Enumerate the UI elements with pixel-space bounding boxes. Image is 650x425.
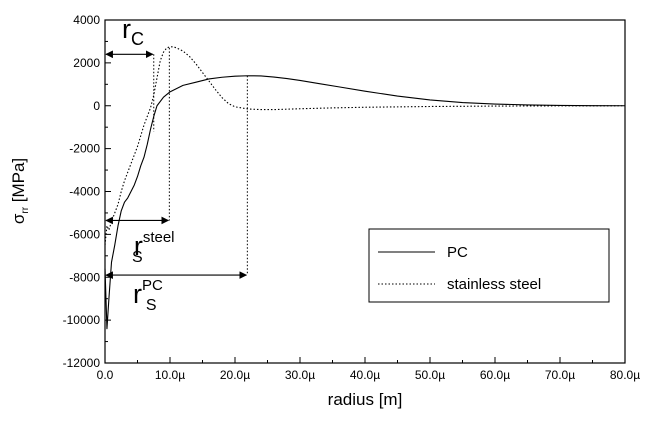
- x-tick-label: 70.0µ: [545, 368, 575, 382]
- series-layer: [104, 46, 626, 330]
- y-tick-label: -4000: [69, 185, 100, 199]
- annotations-layer: rC rsteel S rPC S: [105, 14, 248, 314]
- x-tick-label: 0.0: [97, 368, 114, 382]
- y-tick-label: -8000: [69, 270, 100, 284]
- plot-area: [104, 19, 626, 364]
- legend: PC stainless steel: [368, 228, 610, 303]
- annotation-label-rs-steel: rsteel S: [132, 229, 175, 266]
- x-tick-label: 60.0µ: [480, 368, 510, 382]
- legend-box: [368, 228, 610, 303]
- annotation-label-rc: rC: [122, 14, 144, 49]
- y-tick-label: -6000: [69, 227, 100, 241]
- series-line-stainless-steel: [104, 46, 626, 246]
- legend-label-pc: PC: [447, 244, 468, 261]
- x-tick-label: 10.0µ: [155, 368, 185, 382]
- legend-label-stainless-steel: stainless steel: [447, 276, 541, 293]
- y-axis-label: σrr [MPa]: [9, 158, 31, 224]
- y-tick-label: -2000: [69, 142, 100, 156]
- y-axis-label-symbol: σ: [9, 213, 28, 224]
- x-tick-label: 50.0µ: [415, 368, 445, 382]
- x-tick-label: 80.0µ: [610, 368, 640, 382]
- x-tick-label: 30.0µ: [285, 368, 315, 382]
- series-line-pc: [104, 75, 626, 330]
- y-tick-label: 0: [93, 99, 100, 113]
- annotation-label-rs-pc: rPC S: [133, 277, 163, 314]
- y-tick-label: -10000: [63, 313, 101, 327]
- y-axis-ticks: 4000 2000 0 -2000 -4000 -6000 -8000 -10000 -1200…: [63, 13, 111, 370]
- y-tick-label: -12000: [63, 356, 101, 370]
- x-tick-label: 20.0µ: [220, 368, 250, 382]
- y-axis-label-unit: [MPa]: [9, 158, 28, 207]
- x-axis-ticks: 0.0 10.0µ 20.0µ 30.0µ 40.0µ 50.0µ 60.0µ 70.0µ 80…: [97, 357, 640, 382]
- x-tick-label: 40.0µ: [350, 368, 380, 382]
- y-tick-label: 2000: [73, 56, 100, 70]
- x-axis-label: radius [m]: [328, 390, 403, 409]
- y-tick-label: 4000: [73, 13, 100, 27]
- y-axis-label-subscript: rr: [20, 206, 31, 213]
